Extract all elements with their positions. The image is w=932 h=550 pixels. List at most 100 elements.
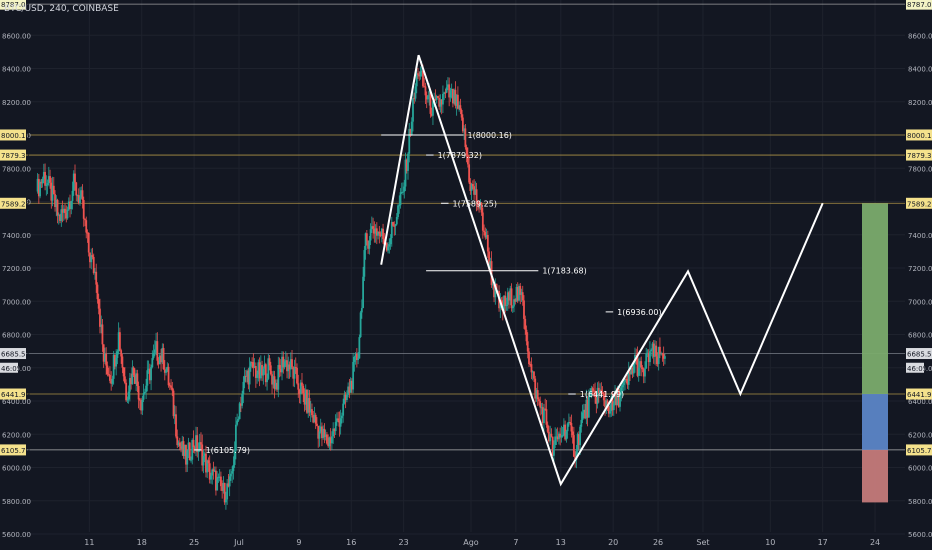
candle-body	[244, 375, 247, 377]
price-tag-right-bg-1	[906, 129, 932, 141]
candle-body	[75, 182, 78, 196]
candle-body	[217, 476, 220, 478]
candle-body	[553, 444, 555, 456]
x-tick-9: 13	[556, 538, 566, 547]
candle-body	[206, 460, 209, 473]
candle-body	[201, 444, 204, 466]
candle-body	[586, 399, 589, 418]
x-tick-3: Jul	[233, 538, 244, 547]
candle-body	[555, 436, 558, 438]
candle-body	[434, 98, 437, 100]
candle-body	[216, 477, 219, 491]
price-tag-right-4: 6685.53	[907, 351, 932, 359]
grid	[22, 0, 905, 535]
candle-body	[183, 444, 186, 456]
candle-body	[440, 99, 443, 105]
candle-body	[131, 367, 134, 385]
candle-body	[116, 351, 119, 358]
price-tag-left-4: 6685.53	[1, 351, 30, 359]
candle-body	[143, 391, 146, 394]
candle-body	[117, 332, 120, 352]
candle-body	[621, 385, 624, 388]
candle-body	[548, 431, 550, 442]
countdown-left-bg	[0, 362, 18, 373]
candle-body	[51, 185, 54, 201]
candle-body	[662, 354, 665, 359]
candle-body	[579, 426, 582, 446]
y-tick-right-6: 6800.00	[908, 332, 932, 340]
candle-body	[79, 196, 81, 203]
candle-body	[336, 418, 338, 423]
candle-body	[176, 436, 179, 446]
candle-body	[102, 344, 105, 362]
candle-body	[469, 182, 472, 191]
candle-body	[264, 364, 267, 383]
candle-body	[242, 381, 245, 394]
candle-body	[505, 304, 508, 307]
candle-body	[569, 422, 572, 424]
chart-title: BTC/USD, 240, COINBASE	[4, 4, 119, 14]
candle-body	[293, 367, 296, 379]
candle-body	[427, 95, 429, 100]
candle-body	[456, 94, 459, 109]
candle-body	[350, 380, 353, 390]
candle-body	[428, 91, 431, 96]
candle-body	[627, 371, 630, 385]
candle-body	[450, 88, 453, 91]
candle-body	[286, 360, 288, 372]
candle-body	[664, 356, 666, 359]
candle-body	[328, 437, 331, 447]
candle-body	[94, 271, 96, 274]
candle-body	[530, 364, 533, 373]
candle-body	[317, 426, 320, 439]
candle-body	[379, 233, 382, 237]
candle-body	[460, 109, 463, 118]
candle-body	[449, 90, 452, 98]
candle-body	[178, 442, 181, 447]
candle-body	[508, 292, 510, 301]
candle-body	[306, 389, 308, 413]
candle-body	[44, 171, 46, 186]
candle-body	[360, 308, 363, 313]
candle-body	[145, 385, 147, 392]
candle-body	[524, 318, 527, 330]
candle-body	[54, 194, 56, 208]
candle-body	[61, 209, 64, 213]
candle-body	[215, 470, 217, 491]
price-tag-right-5: 6441.99	[907, 391, 932, 399]
candle-body	[474, 189, 477, 195]
candle-body	[77, 195, 80, 203]
candle-body	[142, 393, 145, 400]
candle-body	[412, 98, 414, 122]
candle-body	[45, 184, 48, 186]
fib-label-1: 1(7879.32)	[438, 151, 482, 160]
candle-body	[313, 414, 316, 423]
candle-body	[36, 178, 39, 192]
candle-body	[146, 370, 149, 386]
candle-body	[556, 436, 559, 440]
candle-body	[424, 86, 427, 96]
candle-body	[478, 204, 480, 209]
candle-body	[468, 164, 471, 183]
candle-body	[610, 397, 613, 412]
candle-body	[233, 450, 236, 465]
candle-body	[470, 184, 473, 191]
candle-body	[447, 84, 449, 88]
candle-body	[355, 353, 358, 361]
candle-body	[349, 380, 352, 393]
candle-body	[596, 387, 599, 404]
candle-body	[595, 396, 598, 404]
candle-body	[481, 212, 484, 231]
candle-body	[439, 99, 442, 107]
position-boxes	[862, 203, 888, 503]
candle-body	[256, 374, 258, 378]
candle-body	[488, 251, 490, 269]
candle-body	[657, 346, 660, 365]
candle-body	[278, 365, 281, 369]
candle-body	[654, 345, 656, 357]
candle-body	[322, 428, 325, 439]
candle-body	[257, 362, 260, 375]
candle-body	[239, 403, 242, 406]
price-tag-left-bg-1	[0, 129, 26, 141]
